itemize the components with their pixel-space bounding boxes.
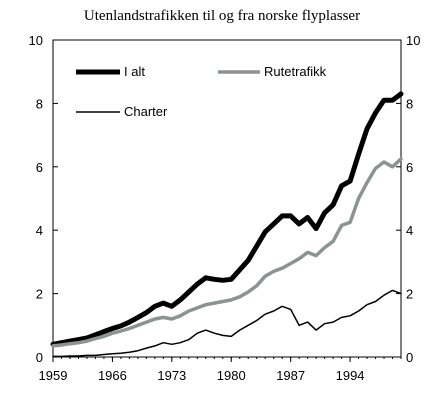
x-tick-label: 1959 (39, 368, 68, 383)
x-tick-label: 1980 (217, 368, 246, 383)
y-tick-label-right: 2 (406, 287, 413, 302)
y-tick-label-right: 4 (406, 223, 413, 238)
axes: 0 2 4 6 8 10 0 2 4 6 8 10 1959 1966 1973 1980 1987 1994 (29, 33, 421, 383)
y-tick-label-left: 6 (36, 160, 43, 175)
y-tick-label-left: 0 (36, 350, 43, 365)
series-line-charter (52, 289, 402, 358)
y-tick-label-right: 0 (406, 350, 413, 365)
x-tick-label: 1994 (336, 368, 365, 383)
x-tick-label: 1987 (276, 368, 305, 383)
plot-frame (52, 39, 402, 358)
y-tick-label-right: 6 (406, 160, 413, 175)
legend-label-rutetrafikk: Rutetrafikk (264, 64, 327, 79)
legend-label-charter: Charter (124, 104, 168, 119)
y-tick-label-left: 10 (29, 33, 43, 48)
x-tick-label: 1966 (98, 368, 127, 383)
x-tick-label: 1973 (157, 368, 186, 383)
y-tick-label-right: 10 (406, 33, 420, 48)
y-tick-label-left: 4 (36, 223, 43, 238)
series-layer (50, 91, 404, 358)
series-line-i-alt (50, 91, 404, 347)
y-tick-label-left: 8 (36, 96, 43, 111)
y-tick-label-right: 8 (406, 96, 413, 111)
legend-label-i-alt: I alt (124, 64, 145, 79)
y-tick-label-left: 2 (36, 287, 43, 302)
legend: I alt Rutetrafikk Charter (76, 64, 327, 119)
series-line-rutetrafikk (51, 157, 403, 348)
chart-title: Utenlandstrafikken til og fra norske fly… (84, 8, 360, 24)
